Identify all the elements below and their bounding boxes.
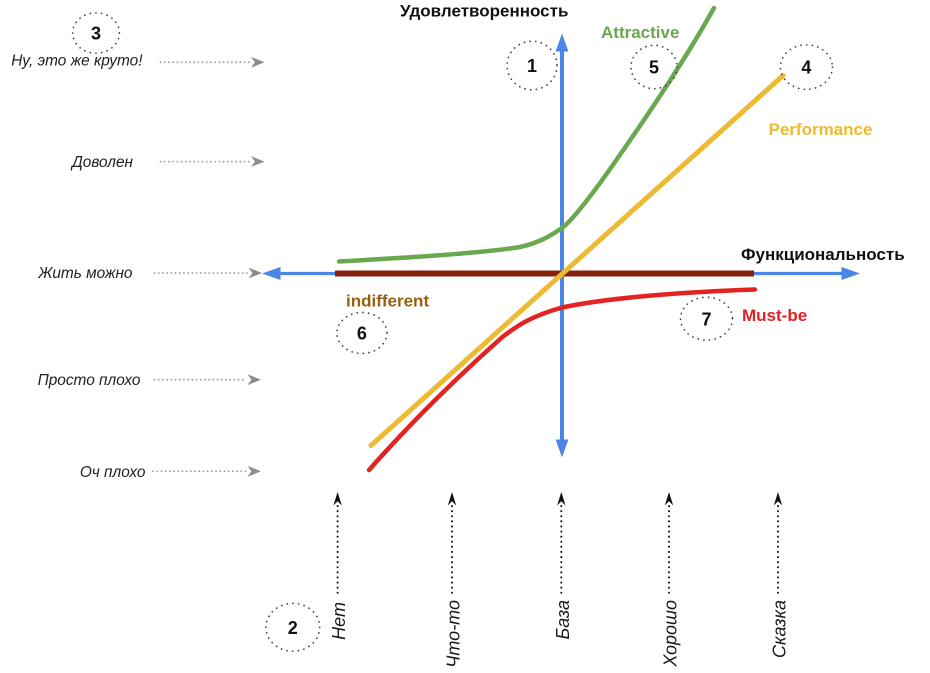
svg-text:Performance: Performance <box>769 120 873 139</box>
svg-text:Хорошо: Хорошо <box>661 600 681 668</box>
svg-text:2: 2 <box>288 618 298 638</box>
svg-text:3: 3 <box>91 24 101 44</box>
svg-text:Функциональность: Функциональность <box>741 245 905 264</box>
svg-text:5: 5 <box>649 58 659 78</box>
svg-text:База: База <box>553 600 573 640</box>
svg-text:Жить можно: Жить можно <box>37 265 133 282</box>
svg-text:indifferent: indifferent <box>346 292 429 311</box>
svg-text:4: 4 <box>801 58 811 78</box>
svg-text:6: 6 <box>357 324 367 344</box>
svg-text:Оч плохо: Оч плохо <box>80 464 146 481</box>
svg-text:Must-be: Must-be <box>742 306 807 325</box>
svg-text:7: 7 <box>701 310 711 330</box>
svg-text:Просто плохо: Просто плохо <box>38 372 141 389</box>
svg-text:Сказка: Сказка <box>770 600 790 658</box>
svg-text:Attractive: Attractive <box>601 23 679 42</box>
svg-text:Что-то: Что-то <box>444 600 464 668</box>
svg-text:Доволен: Доволен <box>70 154 134 171</box>
svg-text:1: 1 <box>527 56 537 76</box>
svg-text:Нет: Нет <box>329 602 349 640</box>
svg-text:Ну, это же круто!: Ну, это же круто! <box>11 53 143 70</box>
svg-text:Удовлетворенность: Удовлетворенность <box>400 2 568 21</box>
